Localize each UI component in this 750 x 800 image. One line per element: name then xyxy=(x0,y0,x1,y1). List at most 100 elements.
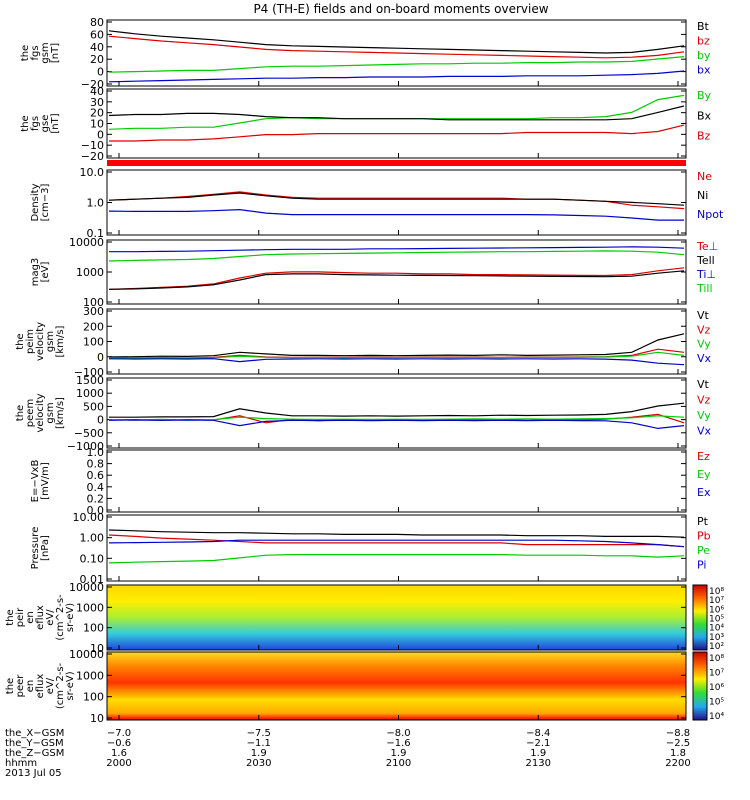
series-line-Pe xyxy=(108,553,685,564)
y-axis-label-line: eflux xyxy=(35,674,46,699)
legend-Te⊥: Te⊥ xyxy=(696,240,718,253)
y-axis-label-line: gsm xyxy=(40,42,51,63)
y-axis-label-line: eV/ xyxy=(45,609,56,626)
panel-frame xyxy=(106,169,687,236)
x-tick-label: −2.1 xyxy=(526,738,550,749)
y-tick-label: 0.4 xyxy=(87,481,105,494)
spectrogram xyxy=(107,652,686,720)
panel-5: 300 200 100 0 −100 the peim velocity gsm [km/s] Vt… xyxy=(15,305,712,379)
y-axis-label-line: [km/s] xyxy=(55,325,66,357)
y-axis-label-line: the xyxy=(20,45,31,61)
y-tick-label: 0.8 xyxy=(87,458,105,471)
panel-frame xyxy=(106,377,687,449)
x-tick-label: 2200 xyxy=(665,758,690,769)
y-tick-label: 1.0 xyxy=(87,197,105,210)
panel-frame xyxy=(106,19,687,87)
x-tick-label: 2130 xyxy=(526,758,551,769)
x-tick-label: 2030 xyxy=(246,758,271,769)
y-axis-label-line: gsm xyxy=(45,402,56,423)
y-tick-label: 1000 xyxy=(76,669,104,682)
series-line-Ti⊥ xyxy=(109,246,685,253)
series-line-Bz xyxy=(109,124,685,142)
y-tick-label: 10000 xyxy=(69,581,104,594)
panel-frame xyxy=(106,514,687,582)
x-tick-label: 2000 xyxy=(106,758,131,769)
y-axis-label: Pressure [nPa] xyxy=(30,527,51,570)
y-tick-label: 40 xyxy=(90,85,104,98)
legend-By: By xyxy=(697,89,712,102)
y-axis-label-line: the xyxy=(5,678,16,694)
y-axis-label: E=−VxB [mV/m] xyxy=(30,460,51,503)
y-axis-label-line: peir xyxy=(15,607,26,627)
y-axis-label-line: [eV] xyxy=(40,262,51,283)
series-line-Ne xyxy=(108,191,685,210)
x-tick-label: 2100 xyxy=(386,758,411,769)
y-tick-label: 0 xyxy=(97,414,104,427)
y-tick-label: 10000 xyxy=(69,648,104,661)
y-axis-label-line: [nT] xyxy=(50,113,61,133)
series-line-Pb xyxy=(108,534,685,548)
y-axis-label-line: en xyxy=(25,680,36,693)
y-axis-label: the peim velocity gsm [km/s] xyxy=(15,322,66,361)
legend-Bx: Bx xyxy=(697,109,712,122)
legend-Vt: Vt xyxy=(697,309,710,322)
x-row-label: the_Z−GSM xyxy=(5,748,64,759)
y-tick-label: 500 xyxy=(83,400,104,413)
y-axis-label-line: en xyxy=(25,611,36,624)
y-tick-label: 10 xyxy=(90,642,104,655)
series-line-Vx xyxy=(108,358,685,366)
y-tick-label: 10 xyxy=(90,118,104,131)
legend-Vx: Vx xyxy=(697,352,712,365)
y-tick-label: 10.0 xyxy=(80,166,105,179)
x-row-label: the_X−GSM xyxy=(5,728,64,739)
y-axis-label-line: Density xyxy=(30,183,41,221)
series-line-Vt xyxy=(108,333,685,358)
y-tick-label: 0.0 xyxy=(87,504,105,517)
spectrogram xyxy=(107,585,686,650)
y-axis-label-line: gsm xyxy=(45,331,56,352)
y-tick-label: 1000 xyxy=(76,601,104,614)
y-axis-label-line: (cm^2-s- xyxy=(55,662,66,709)
legend-Bz: Bz xyxy=(697,130,711,143)
y-tick-label: 0 xyxy=(97,351,104,364)
panel-frame xyxy=(106,449,687,513)
y-axis-label-line: [mV/m] xyxy=(40,462,51,500)
y-axis-label-line: (cm^2-s- xyxy=(55,594,66,641)
series-line-Vt xyxy=(109,402,685,418)
x-row-label: the_Y−GSM xyxy=(5,738,64,749)
legend-Ne: Ne xyxy=(697,170,712,183)
series-line-bz xyxy=(108,35,685,59)
y-tick-label: 200 xyxy=(83,320,104,333)
series-line-Bx xyxy=(108,105,685,121)
y-tick-label: 100 xyxy=(83,336,104,349)
panel-3: 10.0 1.0 0.1 Density [cm−3] Ne Ni Npot xyxy=(30,166,724,240)
colorbar-label: 10⁴ xyxy=(709,624,724,634)
x-tick-label: 1.9 xyxy=(530,748,546,759)
plot-title: P4 (TH-E) fields and on-board moments ov… xyxy=(253,2,548,16)
colorbar-label: 10⁶ xyxy=(709,605,724,615)
y-axis-label-line: E=−VxB xyxy=(30,460,41,503)
y-tick-label: 40 xyxy=(90,41,104,54)
x-tick-label: −0.6 xyxy=(107,738,131,749)
series-line-Till xyxy=(108,250,685,262)
y-axis-label-line: [nPa] xyxy=(40,535,51,561)
y-tick-label: 0.01 xyxy=(80,573,105,586)
legend-Vz: Vz xyxy=(697,323,711,336)
y-axis-label: mag3 [eV] xyxy=(30,258,51,287)
y-axis-label-line: [cm−3] xyxy=(40,184,51,222)
legend-by: by xyxy=(697,49,711,62)
y-axis-label-line: peer xyxy=(15,674,26,698)
legend-Vy: Vy xyxy=(697,409,711,422)
legend-Pb: Pb xyxy=(697,530,711,543)
x-tick-label: 1.6 xyxy=(111,748,127,759)
y-axis-label-line: Pressure xyxy=(30,527,41,570)
x-tick-label: −8.0 xyxy=(386,728,410,739)
colorbar-label: 10³ xyxy=(709,633,724,643)
y-tick-label: −100 xyxy=(74,366,104,379)
